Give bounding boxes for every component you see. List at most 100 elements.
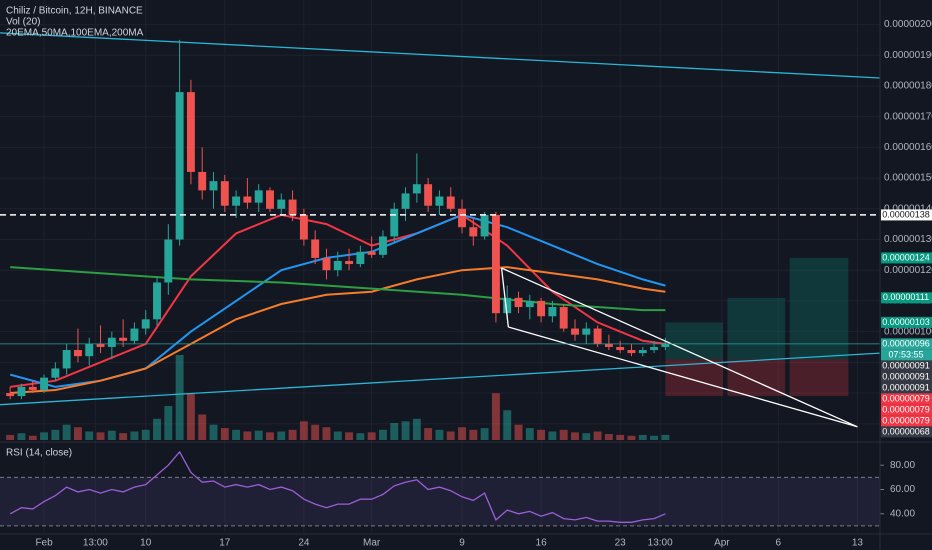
profit-zone: [727, 297, 786, 360]
trendline: [500, 267, 509, 328]
volume-bar: [650, 435, 659, 440]
candle-body: [119, 337, 128, 341]
price-tag-label: 0.00000068: [882, 426, 930, 436]
moving-average: [10, 266, 666, 394]
candle-body: [62, 350, 71, 369]
candle-body: [446, 196, 455, 209]
x-tick-label: 24: [298, 538, 310, 549]
volume-bar: [277, 431, 286, 440]
candle-body: [130, 328, 139, 341]
candle-body: [85, 343, 94, 357]
candle-body: [401, 193, 410, 209]
volume-bar: [345, 432, 354, 440]
volume-bar: [164, 406, 173, 440]
volume-bar: [537, 429, 546, 440]
trendline: [501, 267, 858, 428]
candle-body: [243, 196, 252, 203]
volume-bar: [51, 429, 60, 440]
volume-bar: [424, 428, 433, 440]
volume-bar: [28, 435, 37, 440]
volume-bar: [220, 428, 229, 440]
candle-body: [582, 328, 591, 335]
candle-body: [333, 260, 342, 271]
volume-bar: [604, 434, 613, 440]
volume-bar: [107, 430, 116, 440]
y-tick-label: 0.00000200: [884, 19, 932, 30]
candle-body: [480, 214, 489, 237]
trendline: [0, 32, 881, 79]
price-tag-label: 0.00000138: [882, 209, 930, 219]
volume-bar: [153, 418, 161, 440]
volume-bar: [378, 429, 387, 440]
x-tick-label: 16: [536, 538, 548, 549]
candle-body: [412, 184, 421, 194]
volume-bar: [458, 427, 466, 440]
candle-body: [186, 92, 195, 172]
price-tag-label: 0.00000103: [882, 317, 930, 327]
candle-body: [491, 214, 500, 314]
volume-bar: [571, 432, 579, 440]
price-tag-label: 0.00000091: [882, 382, 930, 392]
volume-bar: [525, 428, 534, 440]
candle-body: [164, 239, 173, 283]
volume-bar: [514, 424, 523, 440]
volume-bar: [446, 431, 455, 440]
y-tick-label: 0.00000130: [884, 234, 932, 245]
candle-body: [458, 208, 466, 228]
candle-body: [209, 181, 218, 191]
volume-bar: [130, 431, 139, 440]
volume-bar: [356, 433, 365, 440]
candle-body: [73, 350, 82, 357]
price-tag: [881, 415, 932, 427]
rsi-band: [0, 477, 880, 526]
volume-bar: [627, 435, 636, 440]
candle-body: [254, 190, 263, 203]
candle-body: [232, 196, 241, 206]
volume-bar: [322, 427, 331, 440]
candle-body: [40, 377, 49, 390]
price-tag: [881, 209, 932, 221]
volume-bar: [299, 421, 308, 440]
rsi-title: RSI (14, close): [6, 448, 72, 459]
x-tick-label: 13: [852, 538, 864, 549]
candle-body: [514, 297, 523, 308]
timer-label: 07:53:55: [888, 349, 923, 359]
loss-zone: [789, 359, 849, 397]
candle-body: [17, 386, 26, 397]
volume-bar: [469, 429, 478, 440]
price-tag: [881, 371, 932, 383]
candle-body: [525, 300, 534, 308]
price-tag-label: 0.00000079: [882, 393, 930, 403]
x-tick-label: 9: [459, 538, 465, 549]
price-tag-label: 0.00000079: [882, 415, 930, 425]
volume-bar: [638, 434, 647, 440]
candle-body: [266, 190, 274, 209]
volume-bar: [232, 429, 241, 440]
volume-bar: [401, 421, 410, 440]
price-tag: [881, 292, 932, 304]
y-tick-label: 0.00000160: [884, 142, 932, 153]
volume-bar: [186, 393, 195, 440]
volume-bar: [17, 433, 26, 440]
volume-label: Vol (20): [6, 17, 40, 28]
candle-body: [435, 196, 444, 206]
x-tick-label: 13:00: [83, 538, 108, 549]
volume-bar: [412, 418, 421, 440]
x-tick-label: 23: [615, 538, 627, 549]
x-tick-label: Mar: [363, 538, 381, 549]
moving-average: [10, 213, 666, 388]
profit-zone: [789, 257, 849, 360]
candle-body: [537, 300, 546, 317]
candle-body: [322, 257, 331, 271]
volume-bar: [559, 429, 568, 440]
price-tag: [881, 252, 932, 264]
candle-body: [469, 227, 478, 237]
candle-body: [107, 337, 116, 347]
x-tick-label: 13:00: [648, 538, 673, 549]
candle-body: [616, 346, 625, 351]
candle-body: [96, 343, 105, 347]
candle-body: [277, 199, 286, 209]
price-tag-label: 0.00000079: [882, 404, 930, 414]
y-tick-label: 0.00000190: [884, 50, 932, 61]
